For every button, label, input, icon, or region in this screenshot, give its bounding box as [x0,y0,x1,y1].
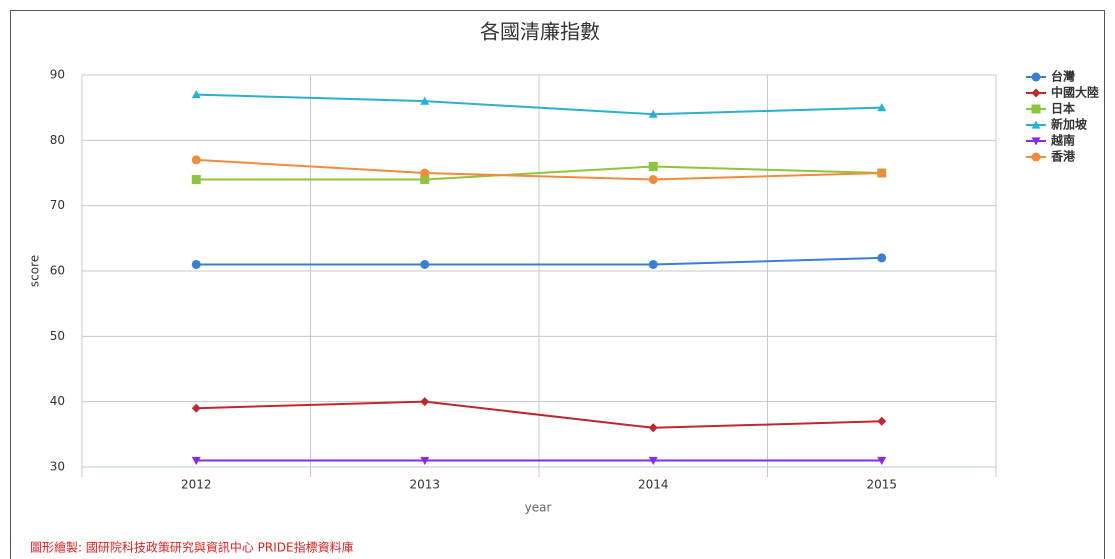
x-tick-label: 2014 [638,478,669,492]
x-axis-label: year [525,501,552,515]
y-tick-label: 90 [50,68,65,82]
y-tick-label: 70 [50,198,65,212]
marker [1031,72,1041,82]
marker [191,259,201,269]
marker [1031,137,1041,146]
marker [191,456,201,465]
marker [877,253,887,263]
marker [648,175,658,185]
y-axis-label: score [28,255,42,287]
marker [420,168,430,178]
y-tick-label: 30 [50,460,65,474]
marker [877,168,887,178]
marker [420,96,430,105]
chart-title: 各國清廉指數 [480,20,600,44]
marker [191,175,201,185]
marker [648,456,658,465]
legend-label: 中國大陸 [1051,85,1099,100]
series-line [196,400,882,429]
series-line [196,158,882,181]
frame [10,10,1105,559]
legend-label: 新加坡 [1051,117,1088,132]
marker [420,259,430,269]
series-line [196,165,882,181]
x-tick-label: 2013 [409,478,440,492]
marker [420,456,430,465]
marker [420,397,430,407]
marker [877,416,887,426]
marker [191,90,201,99]
marker [420,175,430,185]
legend-label: 越南 [1050,133,1075,148]
legend-label: 台灣 [1051,69,1075,84]
source-note: 圖形繪製: 國研院科技政策研究與資訊中心 PRIDE指標資料庫 [30,540,354,555]
marker [1031,88,1041,98]
marker [648,259,658,269]
marker [191,155,201,165]
y-tick-label: 40 [50,394,65,408]
marker [191,403,201,413]
legend-label: 日本 [1051,101,1075,116]
legend-label: 香港 [1050,149,1076,164]
marker [877,456,887,465]
series-line [196,256,882,266]
marker [1031,104,1041,114]
y-tick-label: 60 [50,264,65,278]
x-tick-label: 2015 [866,478,897,492]
y-tick-label: 80 [50,133,65,147]
marker [877,103,887,112]
series-line [196,93,882,116]
marker [648,109,658,118]
marker [1031,120,1041,129]
marker [1031,152,1041,162]
x-tick-label: 2012 [181,478,212,492]
marker [648,161,658,171]
marker [648,423,658,433]
y-tick-label: 50 [50,329,65,343]
